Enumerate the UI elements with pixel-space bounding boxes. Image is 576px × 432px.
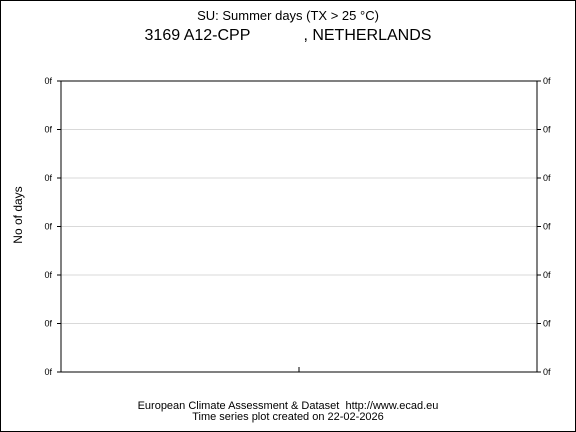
y-tick-labels-left: 0f 0f 0f 0f 0f 0f 0f <box>44 76 52 377</box>
y-tick-label-right: 0f <box>543 222 551 232</box>
y-tick-label-right: 0f <box>543 367 551 377</box>
y-tick-label: 0f <box>44 76 52 86</box>
y-tick-label-right: 0f <box>543 76 551 86</box>
station-subtitle: 3169 A12-CPP , NETHERLANDS <box>144 27 432 44</box>
y-tick-label: 0f <box>44 319 52 329</box>
footer-created: Time series plot created on 22-02-2026 <box>192 411 384 423</box>
y-tick-label-right: 0f <box>543 319 551 329</box>
y-tick-labels-right: 0f 0f 0f 0f 0f 0f 0f <box>543 76 551 377</box>
chart-title: SU: Summer days (TX > 25 °C) <box>197 8 379 23</box>
y-tick-label: 0f <box>44 173 52 183</box>
y-tick-label-right: 0f <box>543 270 551 280</box>
y-tick-label-right: 0f <box>543 125 551 135</box>
axis-ticks <box>57 80 541 373</box>
grid-lines <box>61 129 537 324</box>
footer-source: European Climate Assessment & Dataset ht… <box>137 400 439 412</box>
y-tick-label: 0f <box>44 270 52 280</box>
y-tick-label: 0f <box>44 125 52 135</box>
y-tick-label-right: 0f <box>543 173 551 183</box>
y-tick-label: 0f <box>44 222 52 232</box>
y-tick-label: 0f <box>44 367 52 377</box>
